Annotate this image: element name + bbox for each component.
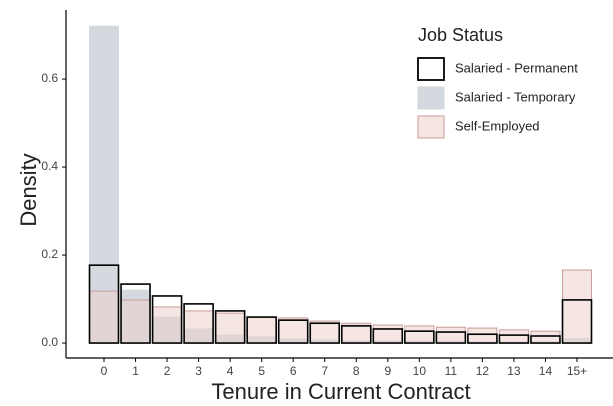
bar (562, 269, 592, 344)
legend-title: Job Status (418, 25, 503, 45)
bar (278, 317, 309, 344)
x-tick-label: 13 (507, 364, 521, 378)
x-tick-label: 11 (445, 364, 458, 378)
x-tick-label: 12 (476, 364, 490, 378)
bar (214, 310, 246, 344)
x-tick-label: 10 (413, 364, 427, 378)
y-axis-label: Density (16, 153, 41, 226)
x-axis-label: Tenure in Current Contract (211, 379, 470, 404)
x-tick-label: 8 (353, 364, 360, 378)
bar (152, 306, 183, 344)
x-tick-label: 6 (290, 364, 297, 378)
x-tick-label: 3 (195, 364, 202, 378)
x-tick-label: 2 (164, 364, 171, 378)
bar (246, 316, 277, 344)
x-tick-label: 4 (227, 364, 234, 378)
bar (435, 326, 466, 344)
legend-swatch (417, 86, 445, 110)
legend-swatch (417, 115, 445, 139)
bar (561, 299, 593, 344)
bar (498, 334, 530, 344)
y-tick-label: 0.4 (41, 159, 58, 173)
bar (530, 330, 561, 344)
bar (340, 325, 372, 344)
legend-label: Salaried - Permanent (455, 60, 578, 75)
bar (88, 264, 120, 344)
bar (277, 319, 309, 344)
bar (498, 329, 529, 344)
bar (435, 331, 467, 344)
bar (467, 327, 498, 344)
x-tick-label: 15+ (567, 364, 587, 378)
bar (372, 324, 403, 344)
x-tick-label: 7 (321, 364, 328, 378)
bar (183, 303, 214, 344)
bar (309, 322, 341, 344)
y-tick-label: 0.2 (41, 247, 58, 261)
x-tick-label: 5 (258, 364, 265, 378)
bar (467, 333, 498, 344)
bar (151, 295, 183, 344)
legend-swatch (417, 57, 445, 81)
x-tick-label: 1 (132, 364, 139, 378)
legend-label: Salaried - Temporary (455, 89, 576, 104)
bar (215, 312, 246, 344)
y-tick-label: 0.0 (41, 335, 58, 349)
x-tick-label: 0 (101, 364, 108, 378)
bar (372, 328, 404, 344)
bar (404, 325, 435, 344)
bar (89, 290, 119, 344)
bar (309, 320, 340, 344)
x-tick-label: 14 (539, 364, 553, 378)
bar (120, 283, 151, 344)
bar (404, 330, 435, 344)
legend-label: Self-Employed (455, 118, 540, 133)
bar (120, 299, 151, 344)
x-tick-label: 9 (384, 364, 391, 378)
y-tick-label: 0.6 (41, 71, 58, 85)
bar (530, 335, 561, 344)
bar (246, 316, 277, 344)
bar (183, 310, 214, 344)
